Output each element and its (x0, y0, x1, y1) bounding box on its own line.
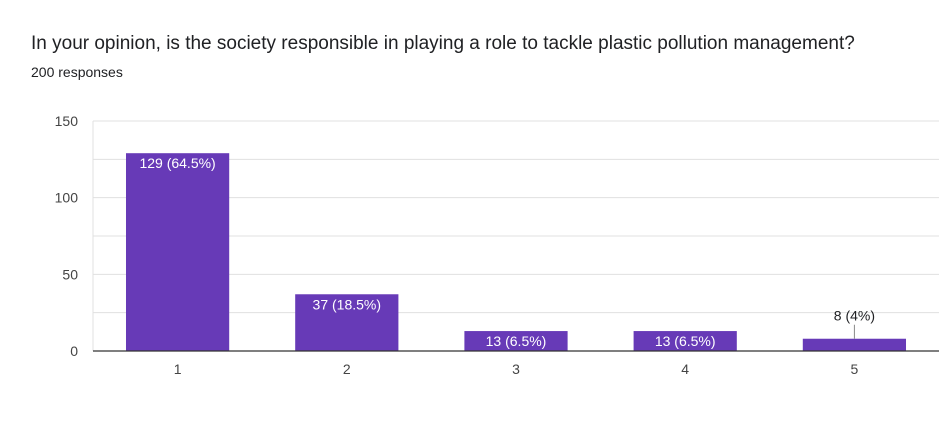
grid-lines (92, 120, 939, 351)
bar-3 (464, 331, 568, 351)
y-tick-label: 50 (62, 266, 78, 282)
data-label: 129 (64.5%) (139, 155, 215, 171)
data-label: 8 (4%) (834, 308, 875, 324)
x-tick-label: 2 (343, 361, 351, 377)
bar-2 (295, 294, 399, 351)
y-tick-label: 100 (55, 190, 79, 206)
bars (125, 153, 907, 351)
chart-title: In your opinion, is the society responsi… (31, 33, 855, 54)
y-tick-label: 150 (55, 113, 79, 129)
x-tick-label: 5 (851, 361, 859, 377)
data-label: 13 (6.5%) (486, 333, 547, 349)
x-tick-label: 1 (174, 361, 182, 377)
bar-1 (125, 153, 230, 351)
bar-4 (633, 331, 737, 351)
data-label: 13 (6.5%) (655, 333, 716, 349)
data-labels: 129 (64.5%) 37 (18.5%) 13 (6.5%) 13 (6.5%) 8… (139, 155, 875, 349)
x-axis-ticks: 1 2 3 4 5 (174, 361, 859, 377)
x-tick-label: 3 (512, 361, 520, 377)
x-tick-label: 4 (681, 361, 689, 377)
bar-5 (802, 338, 907, 351)
y-axis-ticks: 0 50 100 150 (55, 113, 79, 359)
data-label: 37 (18.5%) (313, 296, 381, 312)
response-count: 200 responses (31, 64, 123, 80)
y-tick-label: 0 (70, 343, 78, 359)
